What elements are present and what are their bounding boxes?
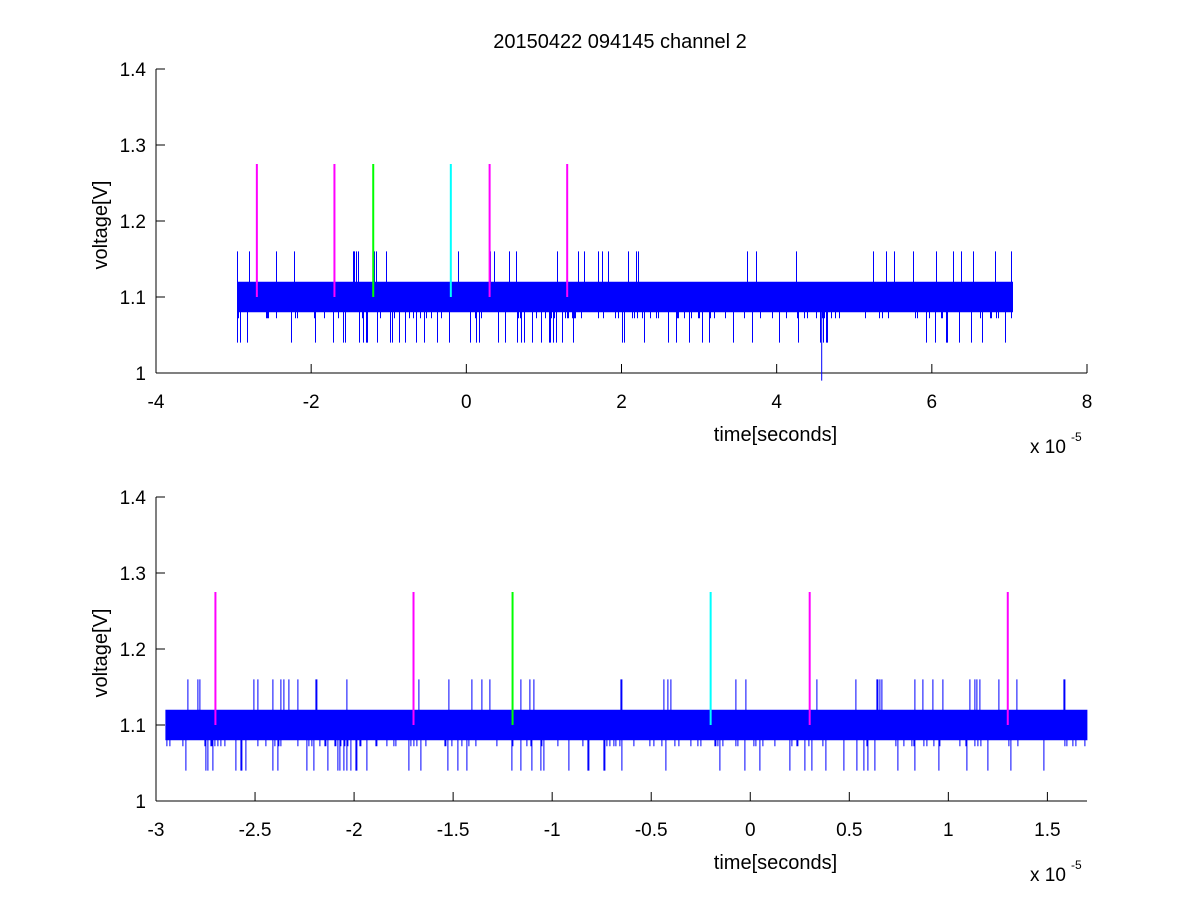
top-x-exponent-sup: -5 [1071, 430, 1082, 444]
top-x-tick-label: 8 [1082, 392, 1093, 413]
bottom-x-tick-label: -1 [544, 820, 561, 841]
bottom-y-axis-title: voltage[V] [90, 609, 112, 698]
top-y-tick-label: 1.1 [120, 288, 146, 309]
bottom-x-tick-label: 1 [943, 820, 954, 841]
top-x-tick-label: 0 [461, 392, 472, 413]
bottom-x-axis-title: time[seconds] [714, 852, 837, 874]
top-x-axis-title: time[seconds] [714, 424, 837, 446]
top-y-tick-label: 1.3 [120, 136, 146, 157]
bottom-signal-series [165, 679, 1088, 771]
top-x-tick-label: 2 [616, 392, 627, 413]
bottom-x-tick-label: -2 [346, 820, 363, 841]
plot-bottom: -3 -2.5 -2 -1.5 -1 -0.5 0 0.5 1 1.5 1 1.1 1.2 1.3 1.4 t… [90, 488, 1088, 886]
top-x-tick-label: 6 [927, 392, 938, 413]
bottom-y-tick-label: 1.2 [120, 640, 146, 661]
bottom-y-tick-label: 1 [135, 792, 146, 813]
bottom-y-tick-label: 1.3 [120, 564, 146, 585]
top-signal-series [237, 251, 1013, 381]
top-x-tick-label: -2 [303, 392, 320, 413]
bottom-y-tick-label: 1.4 [120, 488, 147, 509]
bottom-x-tick-label: 1.5 [1034, 820, 1060, 841]
bottom-x-tick-label: -2.5 [239, 820, 272, 841]
bottom-x-exponent-sup: -5 [1071, 858, 1082, 872]
top-x-tick-label: -4 [148, 392, 165, 413]
bottom-x-tick-label: 0.5 [836, 820, 862, 841]
plot-top: -4 -2 0 2 4 6 8 1 1.1 1.2 1.3 1.4 time[seconds] volta… [90, 60, 1092, 458]
top-y-axis-title: voltage[V] [90, 181, 112, 270]
bottom-x-tick-label: -3 [148, 820, 165, 841]
top-x-tick-label: 4 [771, 392, 782, 413]
bottom-x-tick-label: 0 [745, 820, 756, 841]
figure-title: 20150422 094145 channel 2 [493, 31, 747, 53]
bottom-x-exponent-label: x 10 [1030, 865, 1066, 886]
top-y-tick-label: 1.4 [120, 60, 147, 81]
top-y-tick-label: 1.2 [120, 212, 146, 233]
top-y-tick-label: 1 [135, 364, 146, 385]
top-x-exponent-label: x 10 [1030, 437, 1066, 458]
bottom-y-tick-label: 1.1 [120, 716, 146, 737]
bottom-x-tick-label: -0.5 [635, 820, 668, 841]
bottom-x-tick-label: -1.5 [437, 820, 470, 841]
